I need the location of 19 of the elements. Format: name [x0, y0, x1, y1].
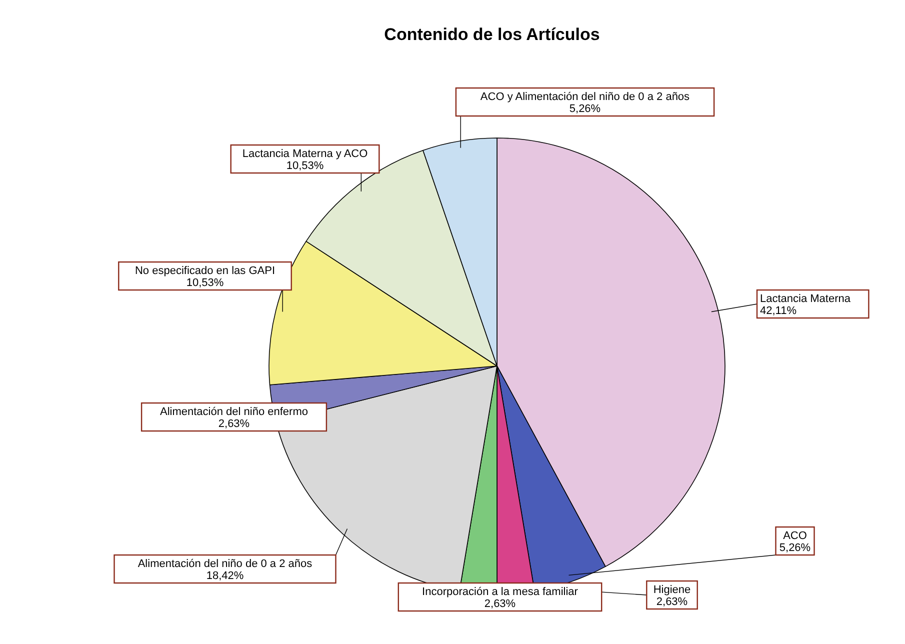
data-label: 2,63% [484, 598, 516, 610]
data-label: 5,26% [779, 542, 811, 554]
slice-label: No especificado en las GAPI [134, 265, 276, 277]
data-label: 5,26% [569, 103, 601, 115]
slice-label: Lactancia Materna y ACO [242, 148, 368, 160]
slice-label: Lactancia Materna [760, 293, 852, 305]
slice-label: Higiene [653, 584, 691, 596]
chart-title: Contenido de los Artículos [384, 25, 600, 44]
slice-label: Alimentación del niño enfermo [160, 406, 308, 418]
slice-label: ACO y Alimentación del niño de 0 a 2 años [480, 91, 690, 103]
data-label: 10,53% [186, 277, 224, 289]
data-label: 2,63% [656, 596, 688, 608]
slice-label: ACO [783, 530, 808, 542]
slice-label: Alimentación del niño de 0 a 2 años [138, 558, 313, 570]
data-label: 2,63% [218, 418, 250, 430]
data-label: 42,11% [760, 305, 797, 317]
data-label: 10,53% [286, 160, 324, 172]
slice-label: Incorporación a la mesa familiar [422, 586, 578, 598]
data-label: 18,42% [206, 570, 244, 582]
